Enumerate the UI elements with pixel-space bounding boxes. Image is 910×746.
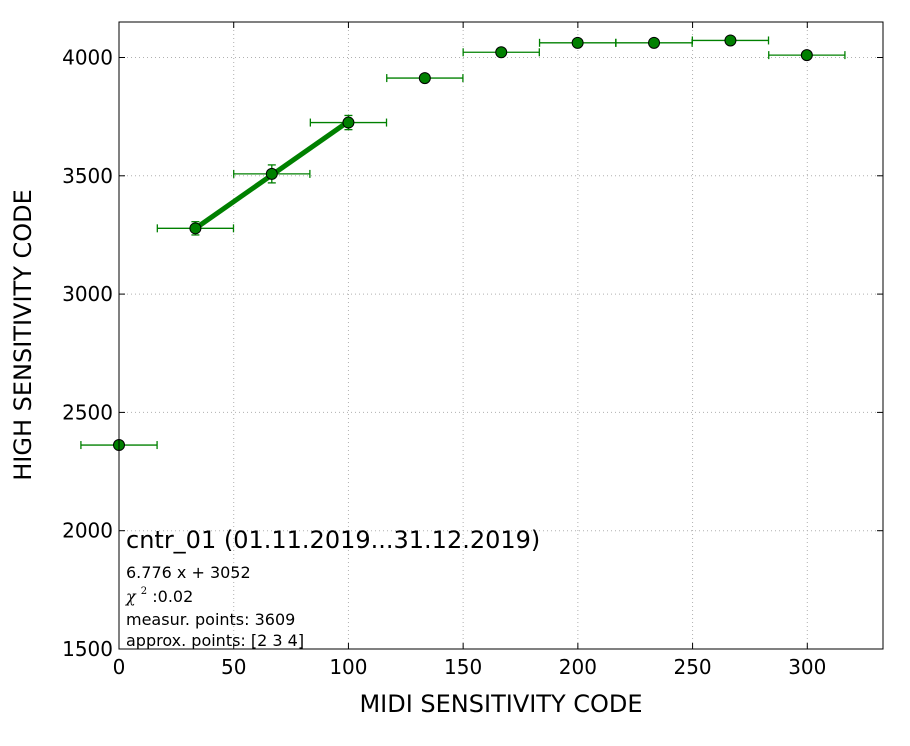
data-marker [495, 46, 508, 59]
plot-frame [118, 21, 884, 650]
x-tick-label: 300 [788, 655, 826, 679]
x-tick-label: 150 [444, 655, 482, 679]
y-tick-label: 3000 [62, 282, 113, 306]
data-marker [571, 36, 584, 49]
data-point [691, 34, 770, 47]
x-tick-label: 200 [559, 655, 597, 679]
annotation-chi: χ 2 :0.02 [125, 579, 193, 606]
annotation-equation: 6.776 x + 3052 [126, 563, 251, 582]
data-point [615, 36, 693, 49]
data-marker [342, 116, 355, 129]
data-marker [724, 34, 737, 47]
data-point [462, 46, 540, 59]
data-point [386, 72, 464, 85]
y-tick-label: 2500 [62, 400, 113, 424]
y-tick-label: 4000 [62, 45, 113, 69]
data-marker [189, 222, 202, 235]
data-marker [800, 49, 813, 62]
y-tick-label: 2000 [62, 519, 113, 543]
data-marker [265, 167, 278, 180]
y-tick-label: 1500 [62, 637, 113, 661]
grid [118, 22, 883, 650]
annotation-measur-points: measur. points: 3609 [126, 610, 295, 629]
y-axis-label: HIGH SENSITIVITY CODE [9, 189, 37, 481]
axis-ticks: 0 50 100 150 200 250 300 1500 2000 2500 3000 3500 40… [62, 22, 883, 679]
annotation-approx-points: approx. points: [2 3 4] [126, 631, 304, 650]
data-marker [418, 72, 431, 85]
data-point [309, 114, 388, 131]
data-point [156, 221, 235, 236]
y-tick-label: 3500 [62, 164, 113, 188]
annotation-title: cntr_01 (01.11.2019...31.12.2019) [126, 526, 540, 554]
x-tick-label: 0 [113, 655, 126, 679]
x-tick-label: 250 [673, 655, 711, 679]
data-point [538, 36, 617, 49]
x-tick-label: 100 [329, 655, 367, 679]
chi-superscript: 2 [141, 586, 147, 597]
data-point [768, 49, 846, 62]
x-axis-label: MIDI SENSITIVITY CODE [359, 690, 642, 718]
data-marker [648, 36, 661, 49]
data-point [233, 164, 311, 184]
x-tick-label: 50 [221, 655, 246, 679]
chi-symbol: χ [125, 587, 137, 606]
annotation-block: cntr_01 (01.11.2019...31.12.2019) 6.776 … [125, 526, 540, 650]
chi-value: :0.02 [152, 587, 193, 606]
